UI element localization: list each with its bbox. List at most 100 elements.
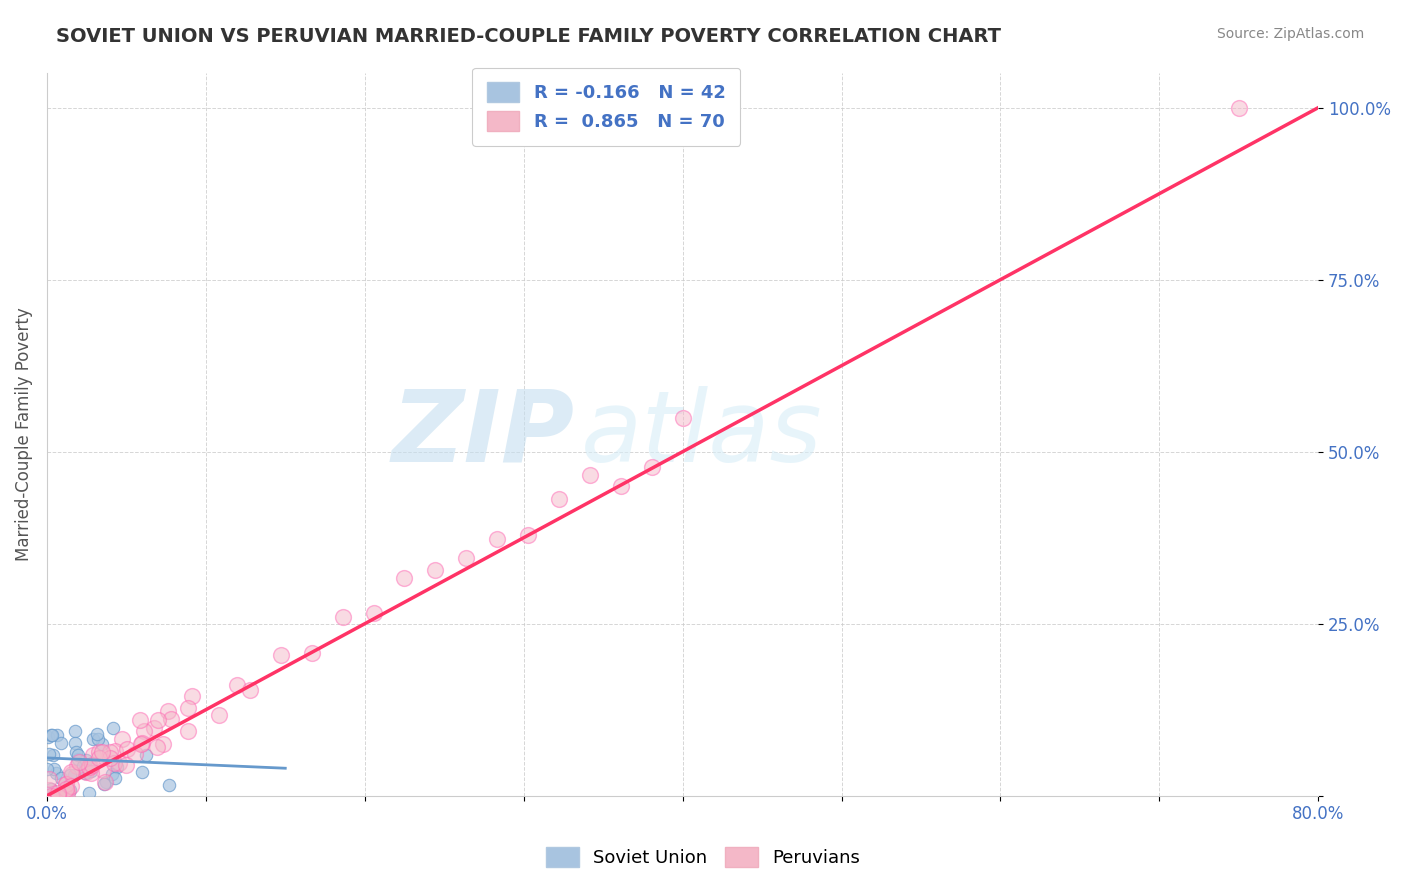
Point bbox=[124, 747, 146, 761]
Point bbox=[671, 411, 693, 425]
Point bbox=[86, 731, 108, 746]
Point bbox=[55, 777, 77, 791]
Point bbox=[49, 772, 72, 786]
Point bbox=[610, 478, 633, 492]
Point bbox=[517, 528, 540, 542]
Point bbox=[156, 704, 179, 718]
Point bbox=[105, 760, 128, 774]
Point bbox=[90, 737, 112, 751]
Point bbox=[456, 551, 478, 566]
Point bbox=[46, 786, 69, 800]
Point bbox=[39, 782, 62, 797]
Point bbox=[157, 778, 180, 792]
Point bbox=[363, 606, 385, 620]
Point bbox=[94, 775, 117, 789]
Legend: R = -0.166   N = 42, R =  0.865   N = 70: R = -0.166 N = 42, R = 0.865 N = 70 bbox=[472, 68, 740, 145]
Point bbox=[46, 728, 69, 742]
Point bbox=[63, 768, 86, 782]
Point bbox=[56, 787, 79, 801]
Point bbox=[548, 492, 571, 507]
Point bbox=[38, 783, 60, 797]
Point bbox=[103, 721, 125, 735]
Point bbox=[79, 760, 101, 774]
Point bbox=[641, 459, 664, 474]
Point bbox=[132, 723, 155, 738]
Point bbox=[82, 757, 104, 772]
Point bbox=[41, 789, 63, 803]
Point bbox=[45, 766, 67, 780]
Point bbox=[101, 767, 124, 781]
Point bbox=[75, 766, 97, 780]
Point bbox=[60, 767, 83, 781]
Point bbox=[65, 723, 87, 738]
Point bbox=[94, 775, 117, 789]
Point bbox=[146, 714, 169, 728]
Point bbox=[129, 737, 152, 751]
Point bbox=[89, 745, 111, 759]
Point bbox=[1227, 101, 1250, 115]
Point bbox=[58, 768, 80, 782]
Y-axis label: Married-Couple Family Poverty: Married-Couple Family Poverty bbox=[15, 308, 32, 561]
Point bbox=[59, 783, 82, 797]
Point bbox=[135, 747, 157, 762]
Point bbox=[77, 760, 100, 774]
Point bbox=[80, 765, 103, 780]
Point bbox=[115, 757, 138, 772]
Point bbox=[82, 732, 104, 747]
Point bbox=[91, 763, 114, 777]
Point bbox=[104, 744, 127, 758]
Point bbox=[108, 756, 131, 770]
Point bbox=[159, 712, 181, 726]
Point bbox=[98, 745, 121, 759]
Legend: Soviet Union, Peruvians: Soviet Union, Peruvians bbox=[538, 839, 868, 874]
Point bbox=[332, 609, 354, 624]
Point bbox=[208, 708, 231, 723]
Point bbox=[49, 736, 72, 750]
Point bbox=[73, 757, 96, 772]
Point bbox=[104, 771, 127, 785]
Point bbox=[486, 532, 509, 546]
Point bbox=[35, 762, 58, 776]
Point bbox=[131, 736, 153, 750]
Point bbox=[129, 714, 152, 728]
Point bbox=[86, 726, 108, 740]
Point bbox=[72, 759, 94, 773]
Point bbox=[76, 764, 98, 779]
Point bbox=[65, 745, 87, 759]
Point bbox=[301, 646, 323, 660]
Point bbox=[44, 762, 66, 776]
Point bbox=[103, 756, 125, 770]
Point bbox=[67, 756, 90, 770]
Point bbox=[226, 678, 249, 692]
Point bbox=[93, 777, 115, 791]
Point bbox=[98, 751, 121, 765]
Point bbox=[394, 571, 416, 585]
Point bbox=[75, 753, 97, 767]
Point bbox=[91, 745, 114, 759]
Text: SOVIET UNION VS PERUVIAN MARRIED-COUPLE FAMILY POVERTY CORRELATION CHART: SOVIET UNION VS PERUVIAN MARRIED-COUPLE … bbox=[56, 27, 1001, 45]
Point bbox=[37, 730, 59, 744]
Point bbox=[152, 737, 174, 751]
Text: atlas: atlas bbox=[581, 386, 823, 483]
Point bbox=[82, 747, 104, 762]
Point bbox=[143, 721, 166, 735]
Point bbox=[42, 748, 65, 763]
Point bbox=[49, 789, 72, 803]
Point bbox=[425, 563, 447, 577]
Point bbox=[41, 728, 63, 742]
Point bbox=[80, 764, 103, 779]
Point bbox=[46, 789, 69, 803]
Point bbox=[177, 700, 200, 714]
Point bbox=[56, 782, 79, 797]
Point bbox=[39, 728, 62, 742]
Point bbox=[60, 779, 83, 793]
Point bbox=[117, 742, 139, 756]
Point bbox=[579, 467, 602, 482]
Text: ZIP: ZIP bbox=[391, 386, 575, 483]
Point bbox=[51, 786, 73, 800]
Point bbox=[75, 765, 97, 780]
Point bbox=[44, 789, 66, 803]
Point bbox=[111, 731, 134, 746]
Point bbox=[239, 682, 262, 697]
Point bbox=[77, 786, 100, 800]
